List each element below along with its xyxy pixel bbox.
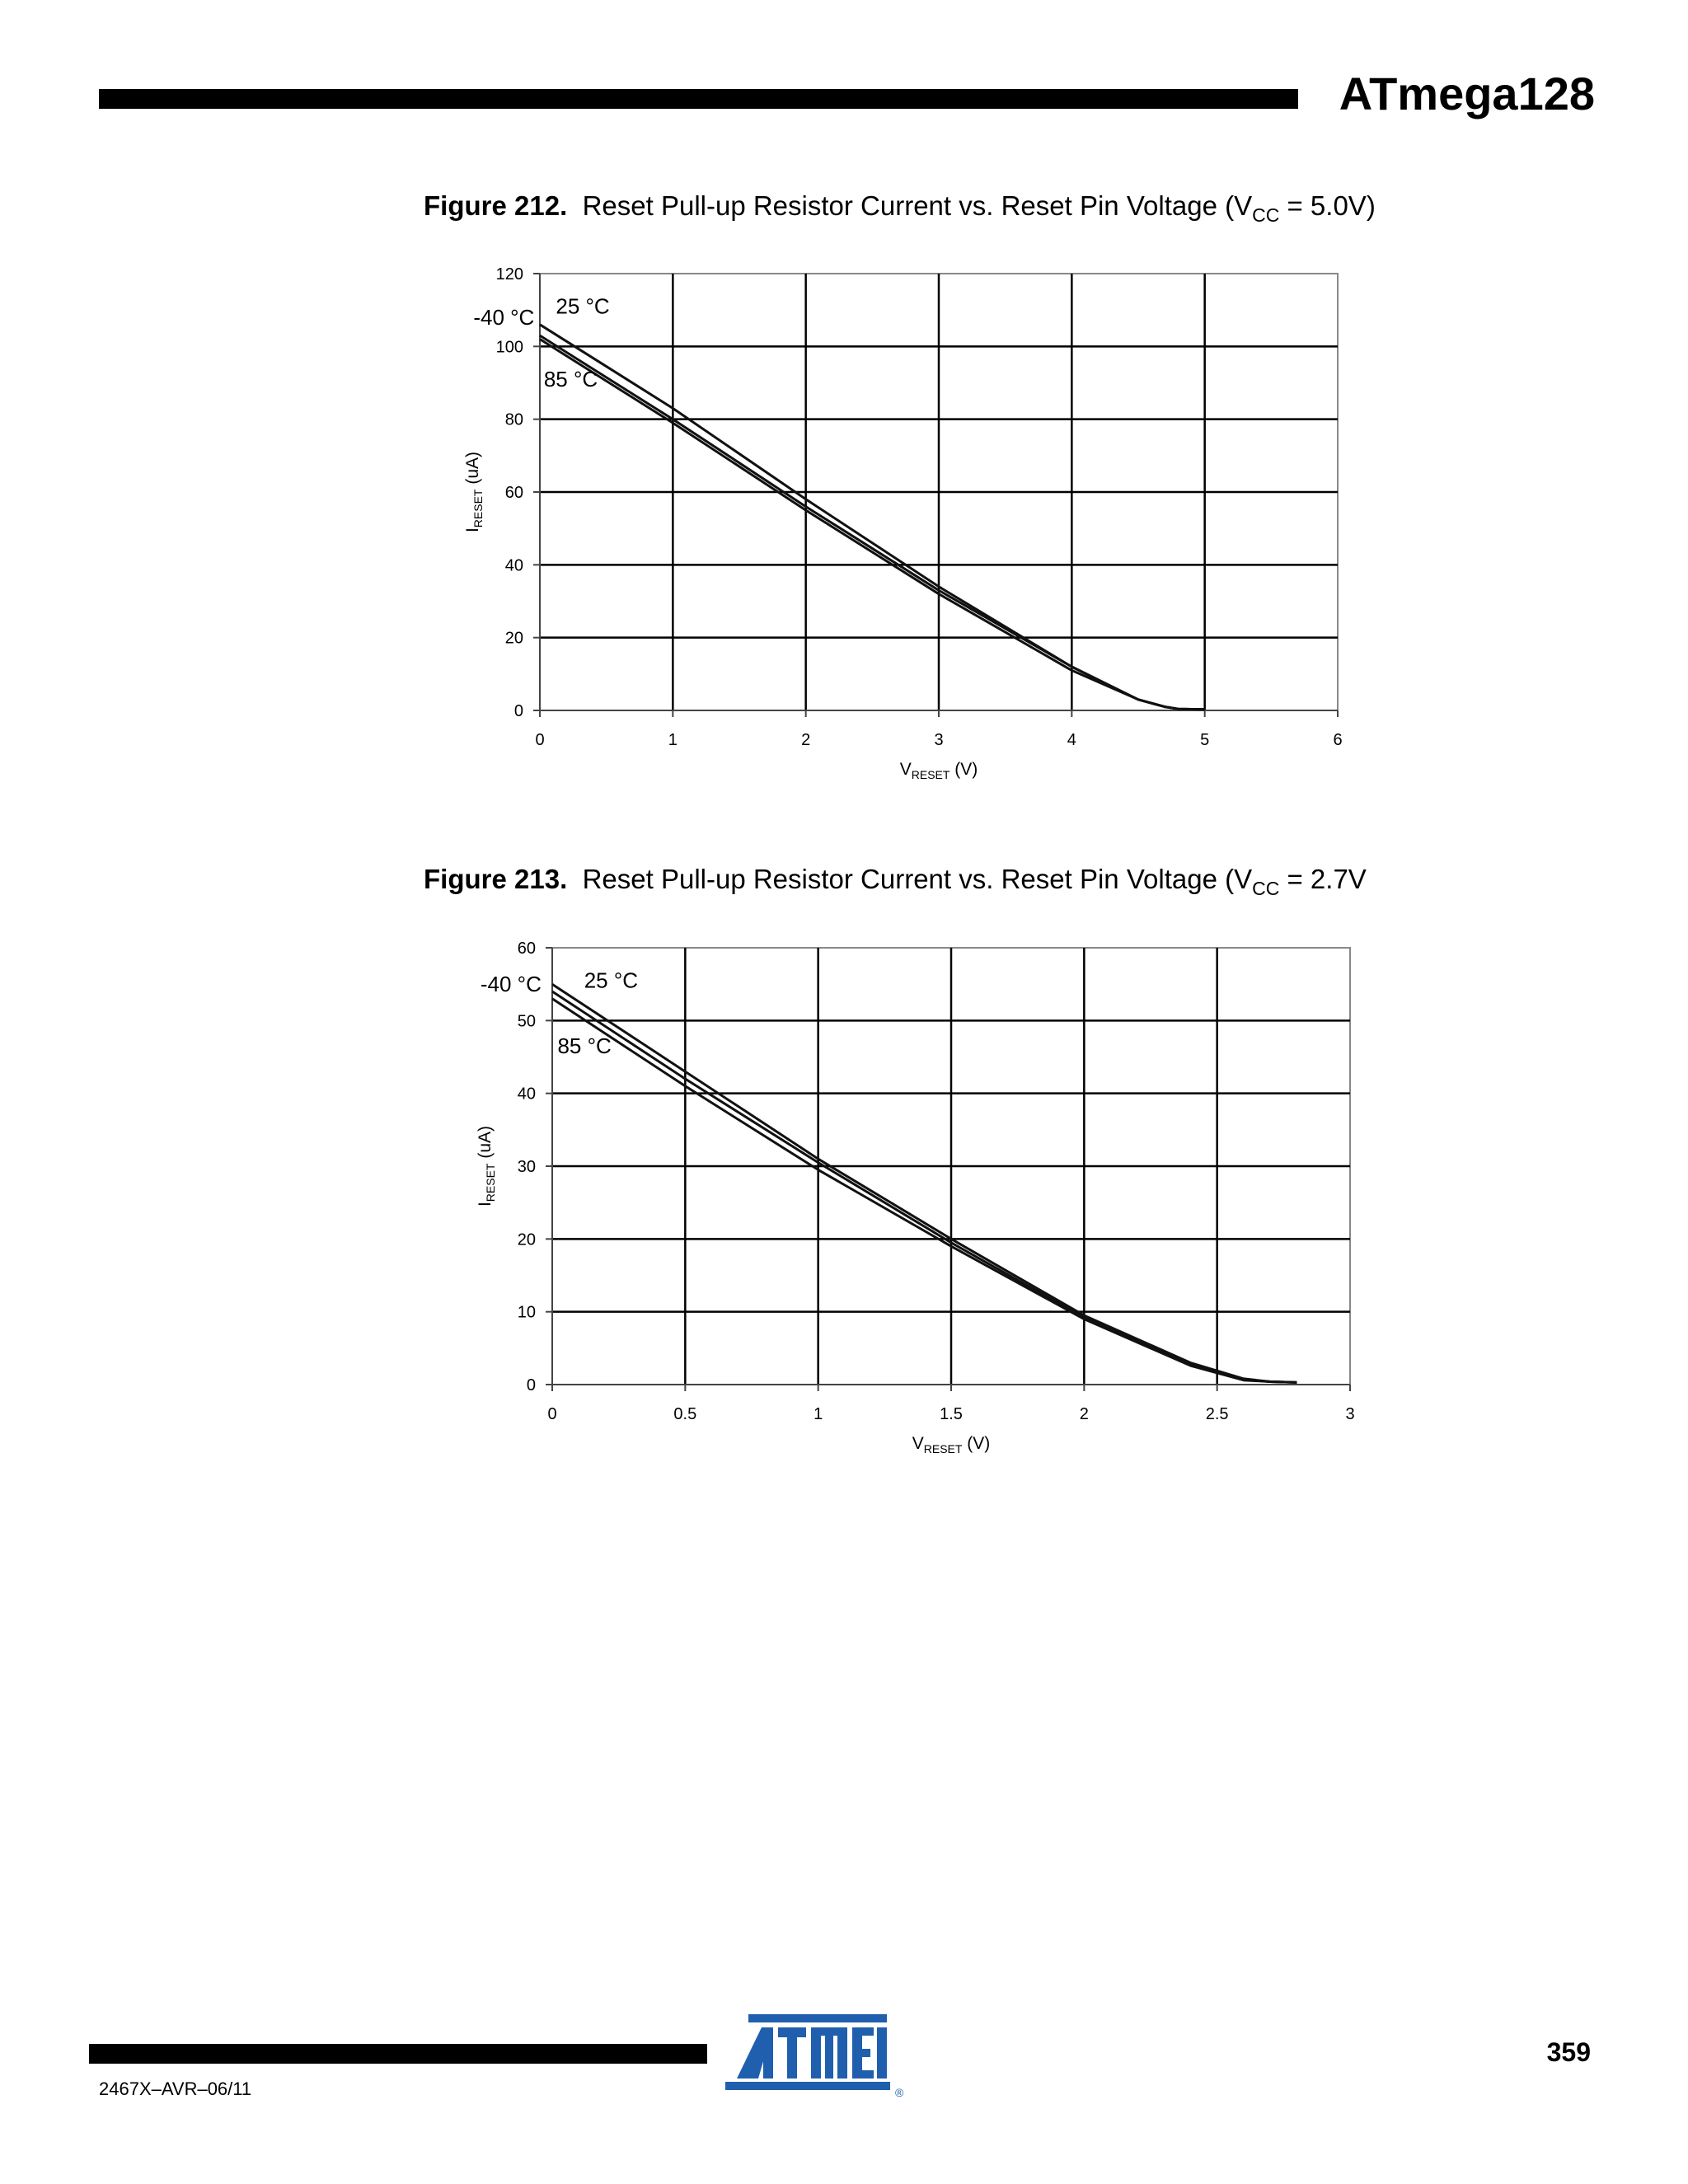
x-tick-label: 6 <box>1333 731 1342 749</box>
series-label-2: -40 °C <box>473 305 534 330</box>
logo-bottom-bar <box>725 2082 890 2090</box>
x-tick-label: 1 <box>668 731 678 749</box>
caption-text-end: = 2.7V <box>1279 864 1367 894</box>
x-tick-label: 2.5 <box>1206 1405 1229 1423</box>
y-tick-label: 60 <box>505 484 523 502</box>
logo-m-top <box>811 2027 847 2036</box>
logo-l-stem <box>877 2027 887 2079</box>
logo-m-1 <box>811 2027 821 2079</box>
series-line-1 <box>551 982 1297 1384</box>
caption-text: Reset Pull-up Resistor Current vs. Reset… <box>582 190 1253 221</box>
series-label-3: 85 °C <box>544 367 598 391</box>
footer-rule <box>89 2044 707 2064</box>
x-tick-label: 1.5 <box>940 1405 963 1423</box>
y-tick-label: 10 <box>518 1304 536 1322</box>
series-label-2: -40 °C <box>481 972 542 996</box>
caption-subscript: CC <box>1252 878 1280 899</box>
page-number: 359 <box>1546 2037 1591 2067</box>
y-tick-label: 20 <box>518 1230 536 1249</box>
figure-number: Figure 213. <box>424 864 568 894</box>
caption-text-end: = 5.0V) <box>1279 190 1376 221</box>
header-rule <box>99 89 1298 109</box>
series-line-3 <box>539 338 1205 711</box>
x-tick-label: 2 <box>1080 1405 1089 1423</box>
logo-top-bar <box>748 2014 887 2022</box>
logo-t-stem <box>787 2027 797 2079</box>
y-tick-label: 100 <box>496 338 523 356</box>
y-tick-label: 40 <box>518 1085 536 1104</box>
y-tick-label: 20 <box>505 630 523 648</box>
x-tick-label: 0.5 <box>673 1405 696 1423</box>
logo-m-2 <box>825 2034 833 2079</box>
logo-e-mid <box>852 2049 870 2057</box>
x-tick-label: 4 <box>1067 731 1076 749</box>
figure-213-caption: Figure 213. Reset Pull-up Resistor Curre… <box>424 861 1367 907</box>
x-tick-label: 1 <box>814 1405 823 1423</box>
atmel-logo: ® <box>725 2014 904 2099</box>
x-tick-label: 2 <box>801 731 810 749</box>
x-tick-label: 0 <box>535 731 544 749</box>
figure-212-caption: Figure 212. Reset Pull-up Resistor Curre… <box>424 188 1376 233</box>
series-line-2 <box>539 334 1205 711</box>
series-line-2 <box>551 990 1297 1384</box>
document-code: 2467X–AVR–06/11 <box>99 2079 252 2099</box>
y-axis-label: IRESET (uA) <box>463 452 485 532</box>
x-axis-label: VRESET (V) <box>912 1434 991 1455</box>
series-label-3: 85 °C <box>557 1033 611 1058</box>
y-tick-label: 30 <box>518 1158 536 1176</box>
x-tick-label: 0 <box>547 1405 556 1423</box>
series-label-1: 25 °C <box>556 294 609 319</box>
logo-m-3 <box>837 2027 847 2079</box>
series-line-1 <box>539 323 1205 711</box>
y-axis-label: IRESET (uA) <box>476 1126 497 1207</box>
figure-number: Figure 212. <box>424 190 568 221</box>
caption-text: Reset Pull-up Resistor Current vs. Reset… <box>582 864 1253 894</box>
logo-a-right <box>763 2027 773 2079</box>
y-tick-label: 0 <box>514 702 523 720</box>
x-tick-label: 3 <box>1345 1405 1354 1423</box>
registered-mark: ® <box>895 2086 904 2099</box>
logo-e-bottom <box>852 2070 874 2079</box>
x-axis-label: VRESET (V) <box>900 760 978 781</box>
series-line-3 <box>551 997 1297 1384</box>
y-tick-label: 120 <box>496 265 523 284</box>
y-tick-label: 0 <box>527 1376 536 1394</box>
y-tick-label: 60 <box>518 940 536 958</box>
x-tick-label: 5 <box>1200 731 1209 749</box>
logo-e-top <box>852 2027 874 2036</box>
series-label-1: 25 °C <box>584 968 638 993</box>
x-tick-label: 3 <box>934 731 943 749</box>
y-tick-label: 80 <box>505 411 523 429</box>
y-tick-label: 50 <box>518 1012 536 1030</box>
y-tick-label: 40 <box>505 556 523 574</box>
caption-subscript: CC <box>1252 204 1280 226</box>
document-title: ATmega128 <box>1339 68 1595 120</box>
